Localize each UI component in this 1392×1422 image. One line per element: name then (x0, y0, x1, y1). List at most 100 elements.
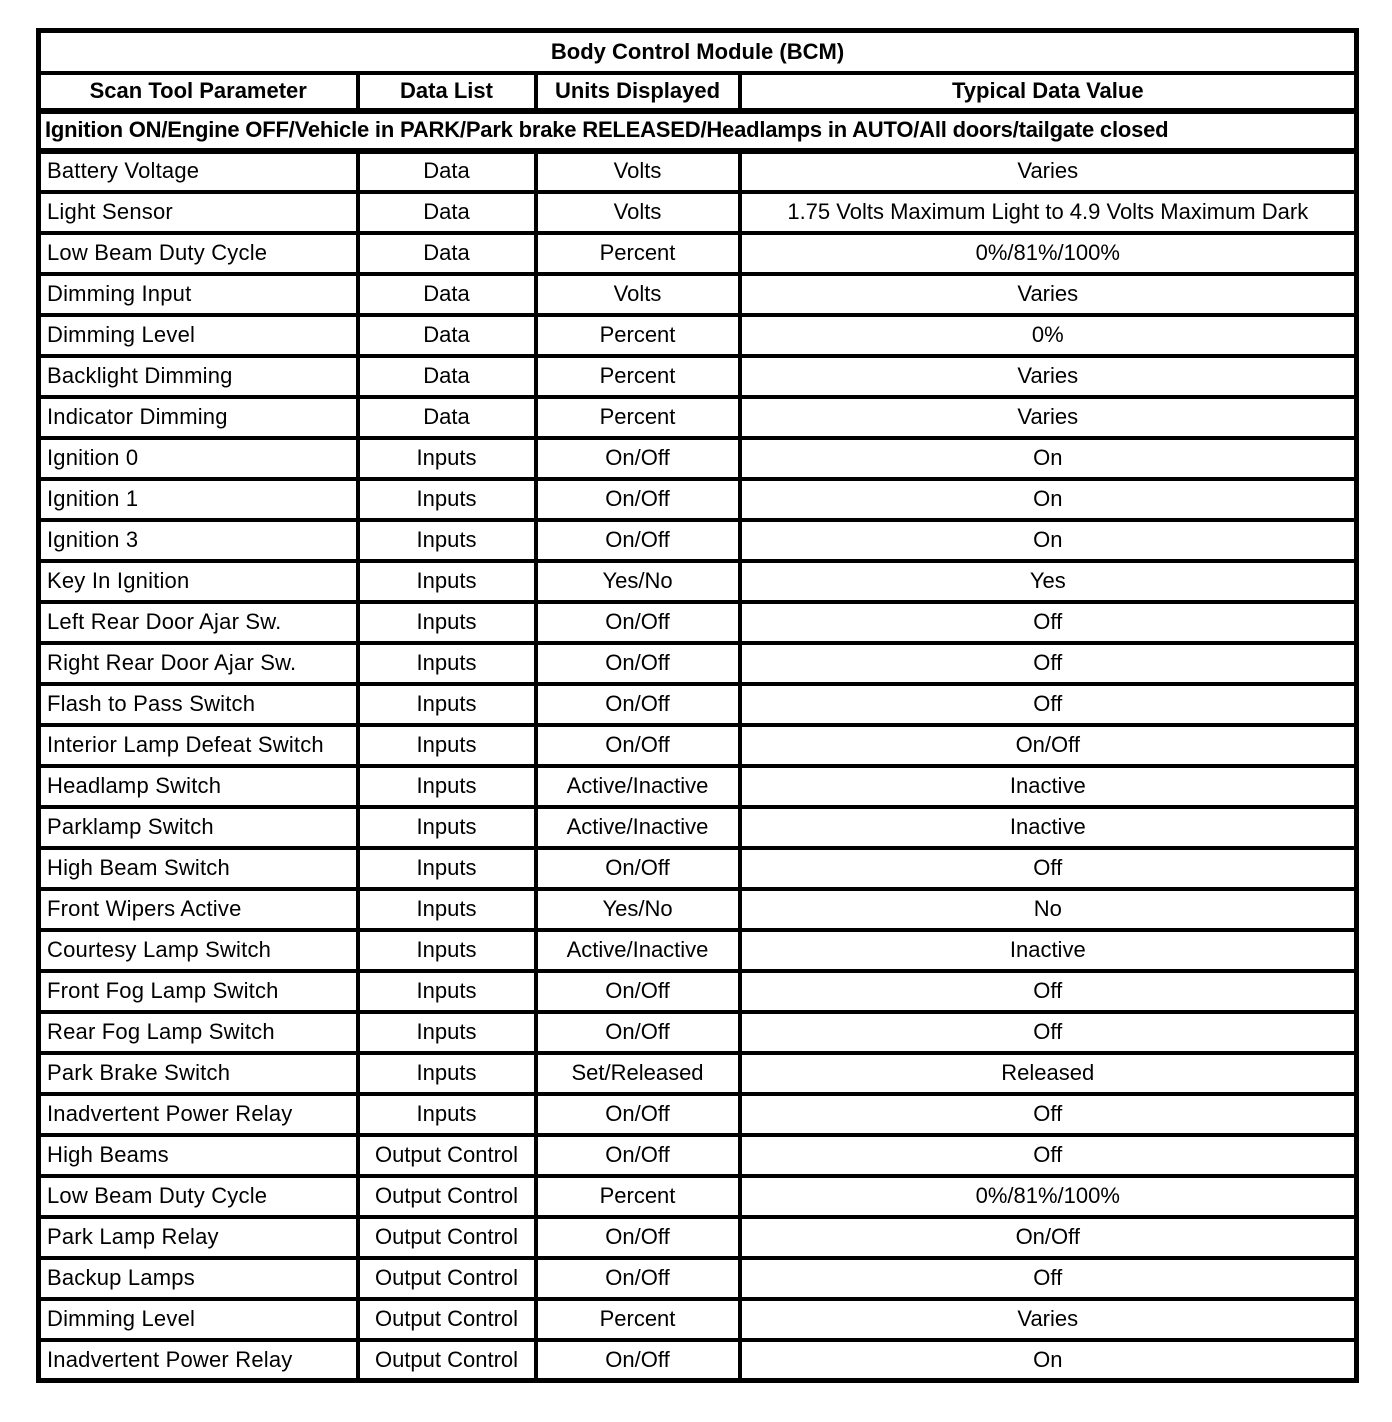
table-row: High Beam Switch Inputs On/Off Off (36, 845, 1359, 891)
column-header-typical-data-value: Typical Data Value (737, 70, 1359, 114)
cell-parameter: Dimming Level (36, 1296, 360, 1342)
table-row: Dimming Level Data Percent 0% (36, 312, 1359, 358)
cell-data-list: Output Control (355, 1214, 538, 1260)
table-row: Backlight Dimming Data Percent Varies (36, 353, 1359, 399)
cell-data-list: Inputs (355, 1050, 538, 1096)
cell-typical-data-value: No (737, 886, 1359, 932)
cell-typical-data-value: On (737, 476, 1359, 522)
table-row: Right Rear Door Ajar Sw. Inputs On/Off O… (36, 640, 1359, 686)
cell-units-displayed: Active/Inactive (533, 927, 742, 973)
cell-data-list: Data (355, 353, 538, 399)
cell-parameter: Ignition 0 (36, 435, 360, 481)
cell-parameter: Park Brake Switch (36, 1050, 360, 1096)
cell-data-list: Inputs (355, 804, 538, 850)
cell-units-displayed: Yes/No (533, 886, 742, 932)
column-header-scan-tool-parameter: Scan Tool Parameter (36, 70, 360, 114)
cell-typical-data-value: Inactive (737, 763, 1359, 809)
cell-units-displayed: On/Off (533, 517, 742, 563)
cell-units-displayed: On/Off (533, 1091, 742, 1137)
cell-typical-data-value: Off (737, 845, 1359, 891)
cell-typical-data-value: On (737, 435, 1359, 481)
table-row: High Beams Output Control On/Off Off (36, 1132, 1359, 1178)
cell-data-list: Inputs (355, 599, 538, 645)
cell-data-list: Inputs (355, 845, 538, 891)
bcm-table: Body Control Module (BCM) Scan Tool Para… (36, 28, 1360, 1383)
cell-parameter: Front Wipers Active (36, 886, 360, 932)
table-row: Ignition 1 Inputs On/Off On (36, 476, 1359, 522)
cell-units-displayed: Percent (533, 353, 742, 399)
table-row: Dimming Input Data Volts Varies (36, 271, 1359, 317)
table-title: Body Control Module (BCM) (36, 28, 1359, 75)
cell-units-displayed: Percent (533, 1296, 742, 1342)
table-row: Ignition 3 Inputs On/Off On (36, 517, 1359, 563)
cell-typical-data-value: Inactive (737, 804, 1359, 850)
cell-typical-data-value: Varies (737, 271, 1359, 317)
cell-typical-data-value: Varies (737, 1296, 1359, 1342)
cell-parameter: Backlight Dimming (36, 353, 360, 399)
cell-typical-data-value: Off (737, 640, 1359, 686)
cell-typical-data-value: On/Off (737, 1214, 1359, 1260)
cell-units-displayed: Volts (533, 148, 742, 194)
cell-units-displayed: On/Off (533, 1214, 742, 1260)
cell-parameter: Ignition 3 (36, 517, 360, 563)
table-row: Rear Fog Lamp Switch Inputs On/Off Off (36, 1009, 1359, 1055)
cell-typical-data-value: Off (737, 1255, 1359, 1301)
cell-typical-data-value: Yes (737, 558, 1359, 604)
cell-data-list: Inputs (355, 681, 538, 727)
cell-units-displayed: Active/Inactive (533, 763, 742, 809)
cell-data-list: Output Control (355, 1255, 538, 1301)
cell-typical-data-value: Varies (737, 148, 1359, 194)
cell-data-list: Data (355, 312, 538, 358)
cell-data-list: Data (355, 271, 538, 317)
cell-typical-data-value: 1.75 Volts Maximum Light to 4.9 Volts Ma… (737, 189, 1359, 235)
cell-data-list: Data (355, 230, 538, 276)
cell-data-list: Output Control (355, 1173, 538, 1219)
table-row: Park Brake Switch Inputs Set/Released Re… (36, 1050, 1359, 1096)
cell-typical-data-value: Off (737, 1009, 1359, 1055)
table-row: Front Fog Lamp Switch Inputs On/Off Off (36, 968, 1359, 1014)
cell-units-displayed: Set/Released (533, 1050, 742, 1096)
cell-parameter: Interior Lamp Defeat Switch (36, 722, 360, 768)
column-header-units-displayed: Units Displayed (533, 70, 742, 114)
cell-data-list: Data (355, 148, 538, 194)
cell-data-list: Inputs (355, 968, 538, 1014)
cell-units-displayed: Percent (533, 394, 742, 440)
table-row: Indicator Dimming Data Percent Varies (36, 394, 1359, 440)
cell-parameter: Low Beam Duty Cycle (36, 1173, 360, 1219)
cell-data-list: Inputs (355, 640, 538, 686)
cell-typical-data-value: 0%/81%/100% (737, 1173, 1359, 1219)
cell-units-displayed: On/Off (533, 476, 742, 522)
cell-units-displayed: On/Off (533, 599, 742, 645)
cell-parameter: Key In Ignition (36, 558, 360, 604)
cell-units-displayed: On/Off (533, 722, 742, 768)
table-title-row: Body Control Module (BCM) (36, 28, 1359, 75)
cell-data-list: Output Control (355, 1132, 538, 1178)
table-row: Park Lamp Relay Output Control On/Off On… (36, 1214, 1359, 1260)
cell-units-displayed: Percent (533, 230, 742, 276)
cell-units-displayed: On/Off (533, 1337, 742, 1383)
table-body: Body Control Module (BCM) Scan Tool Para… (36, 28, 1359, 1383)
table-row: Battery Voltage Data Volts Varies (36, 148, 1359, 194)
table-row: Low Beam Duty Cycle Data Percent 0%/81%/… (36, 230, 1359, 276)
cell-typical-data-value: Off (737, 968, 1359, 1014)
cell-data-list: Output Control (355, 1296, 538, 1342)
cell-units-displayed: Active/Inactive (533, 804, 742, 850)
cell-data-list: Data (355, 394, 538, 440)
cell-units-displayed: Volts (533, 189, 742, 235)
cell-data-list: Inputs (355, 763, 538, 809)
cell-parameter: Light Sensor (36, 189, 360, 235)
table-row: Light Sensor Data Volts 1.75 Volts Maxim… (36, 189, 1359, 235)
cell-units-displayed: On/Off (533, 435, 742, 481)
cell-units-displayed: On/Off (533, 681, 742, 727)
cell-data-list: Inputs (355, 558, 538, 604)
table-row: Parklamp Switch Inputs Active/Inactive I… (36, 804, 1359, 850)
cell-parameter: Courtesy Lamp Switch (36, 927, 360, 973)
table-row: Key In Ignition Inputs Yes/No Yes (36, 558, 1359, 604)
cell-parameter: Inadvertent Power Relay (36, 1091, 360, 1137)
cell-parameter: Low Beam Duty Cycle (36, 230, 360, 276)
cell-parameter: Left Rear Door Ajar Sw. (36, 599, 360, 645)
cell-units-displayed: Yes/No (533, 558, 742, 604)
cell-data-list: Inputs (355, 886, 538, 932)
cell-parameter: High Beams (36, 1132, 360, 1178)
